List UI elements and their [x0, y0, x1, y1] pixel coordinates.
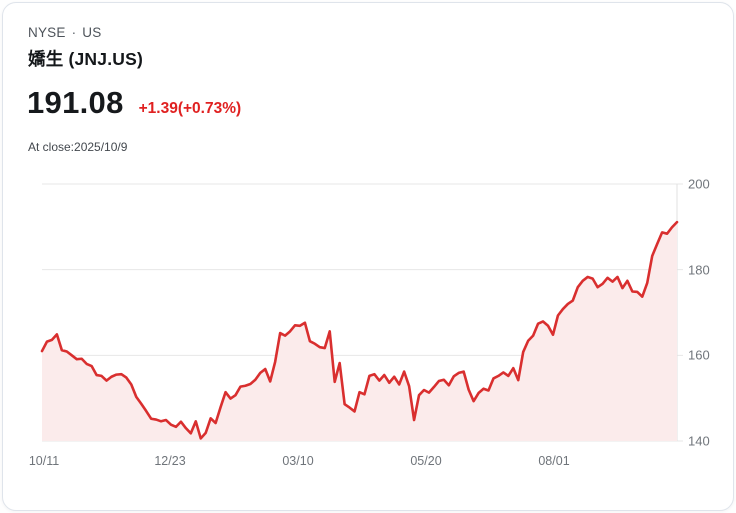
exchange-line: NYSE · US: [28, 25, 101, 40]
x-axis-label: 05/20: [410, 454, 442, 468]
region-label: US: [82, 25, 102, 40]
y-axis-label: 180: [688, 262, 710, 278]
price-area-fill: [42, 222, 677, 441]
y-axis-label: 140: [688, 433, 710, 449]
exchange-label: NYSE: [28, 25, 66, 40]
x-axis-label: 10/11: [28, 454, 60, 468]
y-axis-label: 200: [688, 176, 710, 192]
x-axis-label: 03/10: [282, 454, 314, 468]
price-chart-svg: [40, 183, 683, 442]
as-of-label: At close:2025/10/9: [28, 140, 128, 154]
stock-title: 嬌生 (JNJ.US): [28, 49, 143, 69]
price-row: 191.08 +1.39(+0.73%): [27, 85, 241, 121]
price-chart-plot[interactable]: [40, 183, 683, 442]
price-line: [40, 220, 679, 440]
y-axis-label: 160: [688, 347, 710, 363]
last-price: 191.08: [27, 85, 124, 120]
price-change: +1.39(+0.73%): [138, 100, 242, 117]
x-axis-label: 08/01: [538, 454, 570, 468]
x-axis-label: 12/23: [154, 454, 186, 468]
separator-dot: ·: [71, 25, 77, 40]
